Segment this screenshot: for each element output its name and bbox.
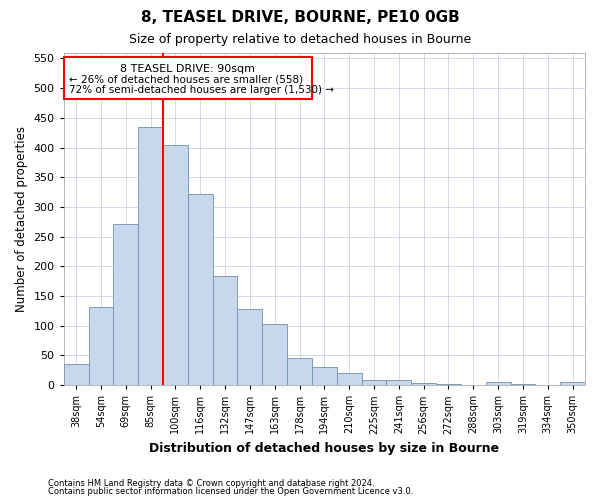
Text: 72% of semi-detached houses are larger (1,530) →: 72% of semi-detached houses are larger (… xyxy=(68,84,334,94)
Y-axis label: Number of detached properties: Number of detached properties xyxy=(15,126,28,312)
Bar xyxy=(461,384,486,385)
Text: 8 TEASEL DRIVE: 90sqm: 8 TEASEL DRIVE: 90sqm xyxy=(121,64,256,74)
Bar xyxy=(113,224,138,385)
Bar xyxy=(560,382,585,385)
Text: Size of property relative to detached houses in Bourne: Size of property relative to detached ho… xyxy=(129,32,471,46)
Bar xyxy=(64,364,89,385)
Bar xyxy=(262,324,287,385)
Bar xyxy=(138,126,163,385)
Bar xyxy=(287,358,312,385)
Text: Contains HM Land Registry data © Crown copyright and database right 2024.: Contains HM Land Registry data © Crown c… xyxy=(48,478,374,488)
Bar xyxy=(362,380,386,385)
Bar xyxy=(89,306,113,385)
Text: Contains public sector information licensed under the Open Government Licence v3: Contains public sector information licen… xyxy=(48,487,413,496)
Bar xyxy=(238,309,262,385)
Text: 8, TEASEL DRIVE, BOURNE, PE10 0GB: 8, TEASEL DRIVE, BOURNE, PE10 0GB xyxy=(140,10,460,25)
Bar xyxy=(511,384,535,385)
Bar xyxy=(163,144,188,385)
Text: ← 26% of detached houses are smaller (558): ← 26% of detached houses are smaller (55… xyxy=(68,74,303,85)
Bar xyxy=(312,368,337,385)
Bar xyxy=(212,276,238,385)
Bar xyxy=(535,384,560,385)
Bar xyxy=(188,194,212,385)
Bar xyxy=(337,374,362,385)
Bar xyxy=(64,58,312,99)
X-axis label: Distribution of detached houses by size in Bourne: Distribution of detached houses by size … xyxy=(149,442,499,455)
Bar xyxy=(411,384,436,385)
Bar xyxy=(486,382,511,385)
Bar xyxy=(436,384,461,385)
Bar xyxy=(386,380,411,385)
